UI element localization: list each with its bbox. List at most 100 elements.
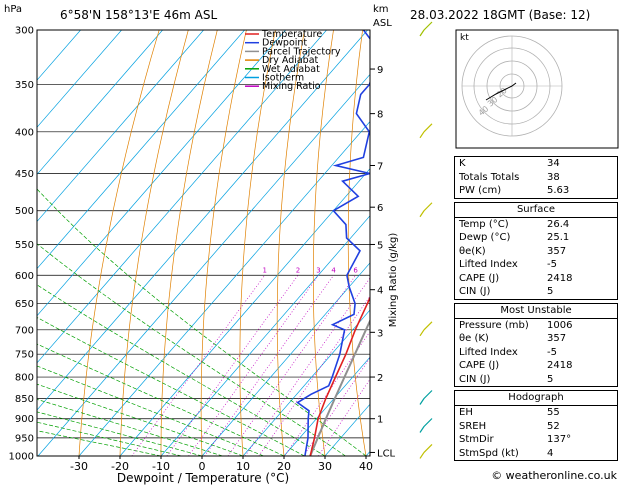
legend-label: Wet Adiabat	[262, 64, 320, 75]
x-tick-label: -20	[111, 460, 129, 473]
isotherm-line	[160, 215, 370, 456]
hodograph-table: Hodograph EH 55 SREH 52 StmDir 137° StmSpd …	[454, 390, 618, 461]
pressure-tick-label: 500	[15, 206, 34, 217]
stat-row: Lifted Index -5	[455, 258, 617, 272]
stat-label: EH	[459, 407, 473, 418]
stat-row: CAPE (J) 2418	[455, 272, 617, 286]
legend-label: Isotherm	[262, 73, 304, 84]
copyright-footer: © weatheronline.co.uk	[491, 469, 617, 482]
stat-value: 5.63	[547, 185, 570, 196]
dry-adiabat-line	[276, 30, 305, 456]
temperature-line	[309, 295, 370, 456]
pressure-tick-label: 600	[15, 271, 34, 282]
x-tick-label: 0	[199, 460, 206, 473]
unstable-table: Most Unstable Pressure (mb) 1006 θe (K) 35…	[454, 302, 618, 387]
pressure-tick-label: 650	[15, 299, 34, 310]
isotherm-line	[37, 30, 163, 175]
isotherm-line	[37, 30, 368, 411]
stat-row-pw: PW (cm) 5.63	[455, 184, 617, 198]
km-tick-label: 4	[377, 286, 383, 297]
km-tick-label: 9	[377, 65, 383, 76]
pressure-tick-label: 450	[15, 169, 34, 180]
stat-label: Temp (°C)	[459, 218, 509, 230]
isotherm-line	[37, 30, 81, 81]
indices-table: K 34 Totals Totals 38 PW (cm) 5.63	[454, 156, 618, 199]
wind-barb	[419, 390, 433, 405]
stat-value: 2418	[547, 360, 573, 371]
stat-label: CAPE (J)	[459, 272, 500, 284]
wind-barb	[419, 202, 433, 218]
km-tick-label: 3	[377, 328, 383, 339]
stat-label: Totals Totals	[459, 171, 520, 183]
stat-label: PW (cm)	[459, 185, 502, 196]
isotherm-line	[78, 120, 370, 456]
hodograph-trace	[485, 82, 517, 101]
dry-adiabat-line	[347, 30, 367, 456]
km-tick-label: 5	[377, 240, 383, 251]
stat-value: 137°	[547, 434, 572, 445]
km-tick-label: LCL	[377, 448, 396, 459]
stat-row: θe (K) 357	[455, 332, 617, 346]
dry-adiabat-line	[119, 30, 189, 456]
profile-series	[296, 30, 370, 456]
mixing-ratio-label: 3	[316, 266, 320, 274]
hodograph-title: Hodograph	[455, 391, 617, 406]
dry-adiabat-line	[239, 30, 276, 456]
dewpoint-line	[296, 30, 370, 456]
stat-value: 5	[547, 373, 554, 385]
isotherm-line	[37, 73, 370, 456]
wet-adiabat-line	[37, 243, 346, 456]
km-tick-label: 8	[377, 110, 383, 121]
mixing-ratio-label: 4	[331, 266, 336, 274]
hpa-label: hPa	[4, 4, 22, 15]
x-tick-label: 30	[318, 460, 332, 473]
hodograph-kt-label: kt	[460, 33, 469, 43]
stat-row: Dewp (°C) 25.1	[455, 231, 617, 245]
stat-value: -5	[547, 346, 557, 358]
mixing-ratio-line	[227, 275, 356, 456]
mixing-ratio-label: 2	[296, 266, 300, 274]
stat-row: θe(K) 357	[455, 245, 617, 259]
stat-row: CAPE (J) 2418	[455, 359, 617, 373]
legend-label: Dry Adiabat	[262, 55, 319, 66]
km-tick-label: 1	[377, 415, 383, 426]
dry-adiabat-line	[78, 30, 160, 456]
stat-label: θe (K)	[459, 333, 489, 344]
x-tick-label: 10	[236, 460, 250, 473]
wet-adiabat-line	[37, 365, 264, 456]
mixing-ratio-line	[244, 277, 370, 456]
stat-value: 2418	[547, 272, 573, 284]
legend-label: Dewpoint	[262, 38, 307, 49]
isotherm-line	[37, 30, 204, 223]
stat-row: CIN (J) 5	[455, 285, 617, 299]
pressure-tick-label: 1000	[9, 452, 34, 463]
stat-value: 357	[547, 333, 567, 344]
dry-adiabat-line	[160, 30, 218, 456]
km-label: km	[373, 4, 389, 15]
pressure-tick-label: 350	[15, 80, 34, 91]
legend-label: Temperature	[261, 29, 322, 40]
legend-label: Parcel Trajectory	[262, 46, 341, 57]
pressure-tick-label: 400	[15, 127, 34, 138]
stat-value: 34	[547, 158, 560, 169]
stat-row: Temp (°C) 26.4	[455, 218, 617, 232]
isotherm-line	[37, 30, 286, 317]
wind-barbs	[419, 21, 433, 459]
stat-row-k: K 34	[455, 157, 617, 171]
wet-adiabat-line	[37, 317, 305, 456]
stat-value: -5	[547, 259, 557, 270]
x-tick-label: -10	[152, 460, 170, 473]
stat-row: StmDir 137°	[455, 433, 617, 447]
pressure-tick-label: 950	[15, 433, 34, 444]
wind-barb	[419, 321, 433, 337]
mixing-ratio-line	[204, 275, 334, 456]
stat-row: Pressure (mb) 1006	[455, 319, 617, 333]
stat-row: SREH 52	[455, 420, 617, 434]
wind-barb	[419, 444, 433, 459]
pressure-tick-label: 700	[15, 325, 34, 336]
mixing-ratio-line	[131, 275, 265, 456]
stat-label: K	[459, 158, 466, 169]
surface-table: Surface Temp (°C) 26.4 Dewp (°C) 25.1 θe(K…	[454, 201, 618, 300]
km-tick-label: 2	[377, 373, 383, 384]
stat-label: StmDir	[459, 434, 494, 445]
